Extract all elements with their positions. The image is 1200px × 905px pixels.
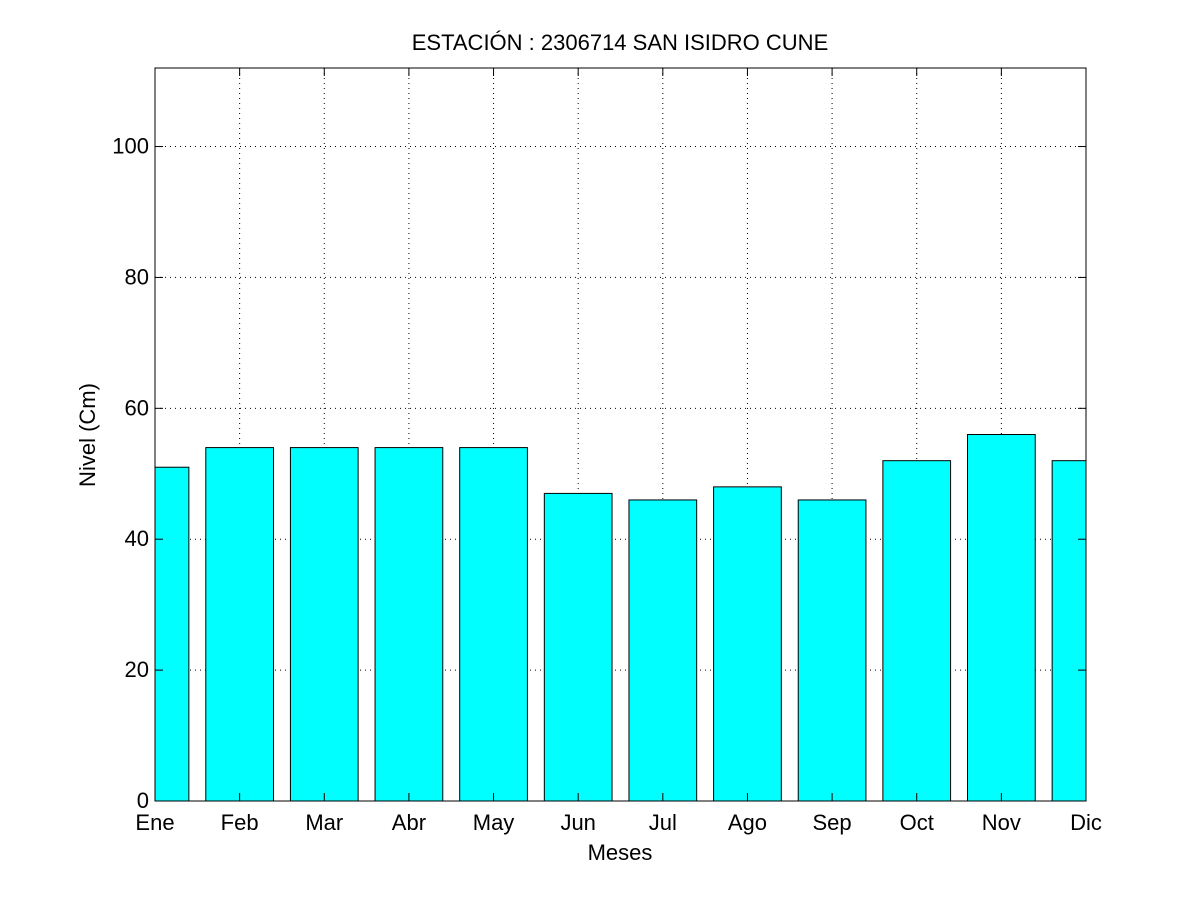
- x-tick-label-ene: Ene: [135, 810, 174, 835]
- bar-jun: [543, 492, 613, 801]
- bar-abr: [374, 447, 444, 801]
- x-tick-label-jun: Jun: [560, 810, 595, 835]
- bar-oct: [882, 460, 952, 801]
- tick-labels: 0 20 40 60 80 100 Ene Feb Mar Abr May Jun Jul Ago Sep O…: [112, 134, 1102, 835]
- bar-feb: [205, 447, 274, 801]
- x-tick-label-oct: Oct: [900, 810, 934, 835]
- axis-ticks: [154, 68, 1087, 802]
- bars: [155, 434, 1086, 801]
- y-tick-label: 20: [125, 657, 149, 682]
- bar-may: [459, 447, 528, 801]
- x-tick-label-abr: Abr: [392, 810, 426, 835]
- chart-title: ESTACIÓN : 2306714 SAN ISIDRO CUNE: [412, 30, 829, 55]
- x-tick-label-may: May: [473, 810, 515, 835]
- bar-mar: [289, 447, 359, 801]
- x-tick-label-dic: Dic: [1070, 810, 1102, 835]
- y-tick-label: 40: [125, 526, 149, 551]
- y-axis-label: Nivel (Cm): [75, 383, 100, 487]
- plot-frame: [154, 67, 1087, 802]
- x-tick-label-nov: Nov: [982, 810, 1021, 835]
- bar-ene: [155, 466, 190, 801]
- x-tick-label-mar: Mar: [305, 810, 343, 835]
- bar-jul: [628, 499, 698, 801]
- y-tick-label: 100: [112, 134, 149, 159]
- x-tick-label-ago: Ago: [728, 810, 767, 835]
- y-tick-label: 0: [137, 788, 149, 813]
- bar-sep: [797, 499, 867, 801]
- x-tick-label-sep: Sep: [813, 810, 852, 835]
- bar-dic: [1051, 460, 1086, 801]
- y-tick-label: 60: [125, 395, 149, 420]
- x-tick-label-feb: Feb: [221, 810, 259, 835]
- x-axis-label: Meses: [588, 840, 653, 865]
- bar-ago: [713, 486, 782, 801]
- y-tick-label: 80: [125, 264, 149, 289]
- bar-nov: [967, 434, 1036, 801]
- x-tick-label-jul: Jul: [649, 810, 677, 835]
